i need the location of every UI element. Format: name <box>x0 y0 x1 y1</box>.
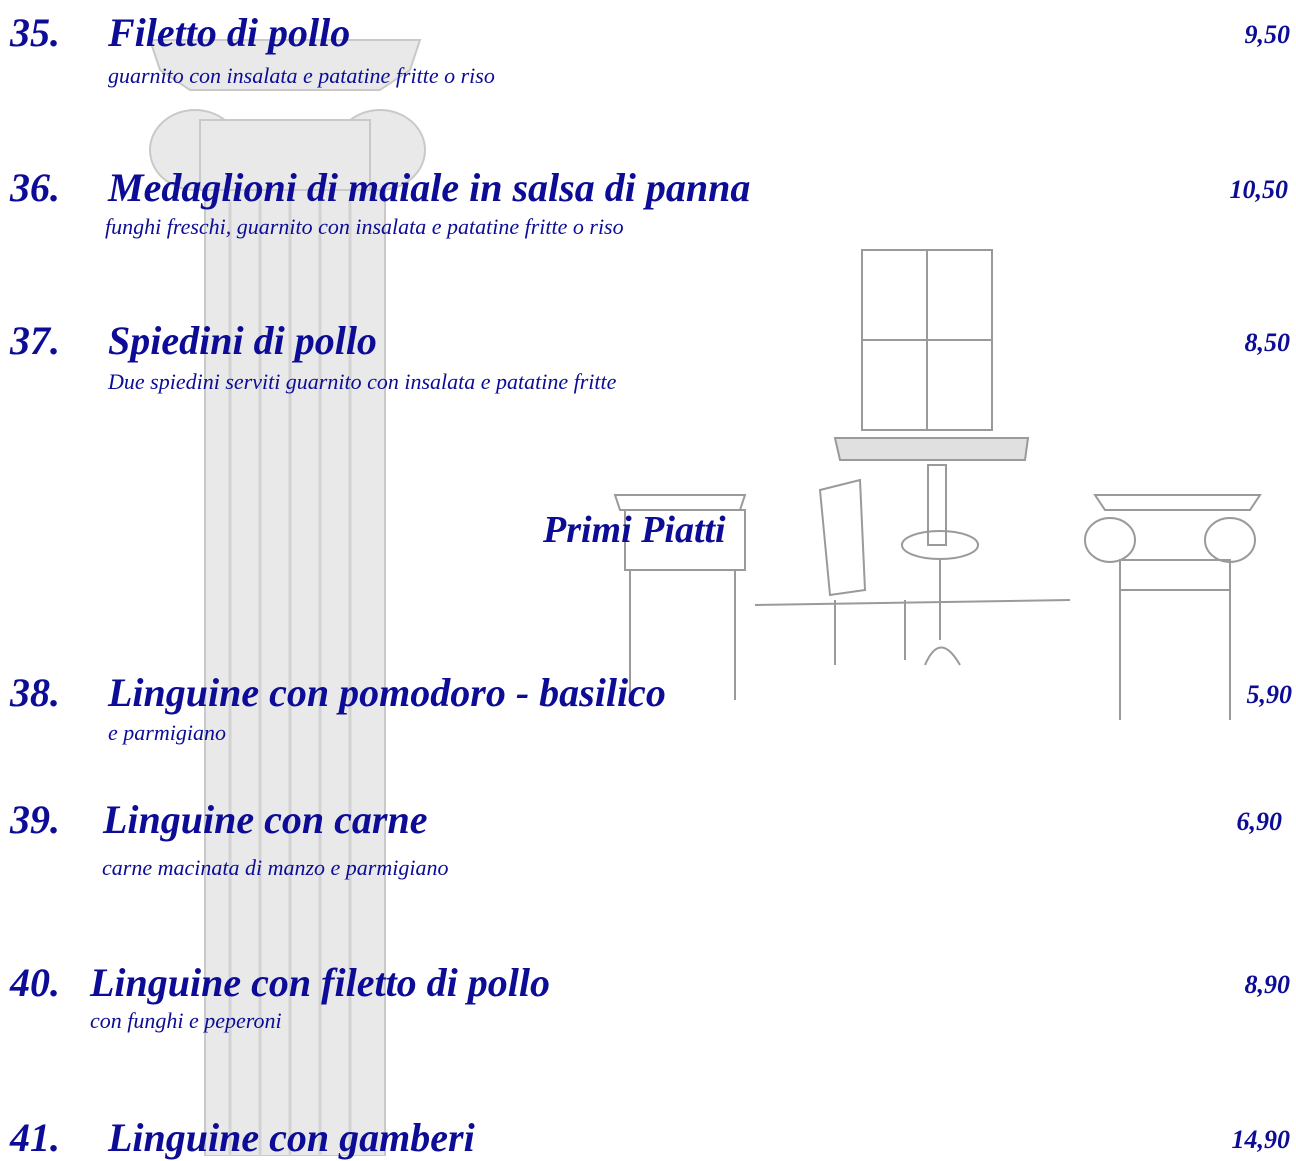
item-number: 36. <box>10 165 60 210</box>
item-price: 9,50 <box>1244 20 1291 49</box>
item-number: 37. <box>10 318 60 363</box>
section-title: Primi Piatti <box>543 509 726 551</box>
item-description: Due spiedini serviti guarnito con insala… <box>108 369 617 394</box>
item-number: 38. <box>10 670 60 715</box>
item-price: 6,90 <box>1236 807 1283 836</box>
item-name: Medaglioni di maiale in salsa di panna <box>108 165 751 210</box>
item-price: 5,90 <box>1246 680 1293 709</box>
item-price: 8,50 <box>1244 328 1291 357</box>
item-price: 10,50 <box>1229 175 1289 204</box>
item-description: carne macinata di manzo e parmigiano <box>102 855 449 880</box>
item-description: funghi freschi, guarnito con insalata e … <box>105 214 624 239</box>
item-number: 40. <box>10 960 60 1005</box>
item-price: 14,90 <box>1231 1125 1291 1154</box>
item-name: Filetto di pollo <box>108 10 351 55</box>
item-description: guarnito con insalata e patatine fritte … <box>108 63 495 88</box>
item-name: Linguine con filetto di pollo <box>90 960 551 1005</box>
item-name: Linguine con pomodoro - basilico <box>108 670 666 715</box>
item-price: 8,90 <box>1244 970 1291 999</box>
item-number: 41. <box>10 1115 60 1160</box>
item-number: 39. <box>10 797 60 842</box>
item-description: e parmigiano <box>108 720 226 745</box>
item-name: Linguine con gamberi <box>108 1115 475 1160</box>
item-number: 35. <box>10 10 60 55</box>
item-description: con funghi e peperoni <box>90 1008 282 1033</box>
item-name: Linguine con carne <box>103 797 428 842</box>
item-name: Spiedini di pollo <box>108 318 377 363</box>
